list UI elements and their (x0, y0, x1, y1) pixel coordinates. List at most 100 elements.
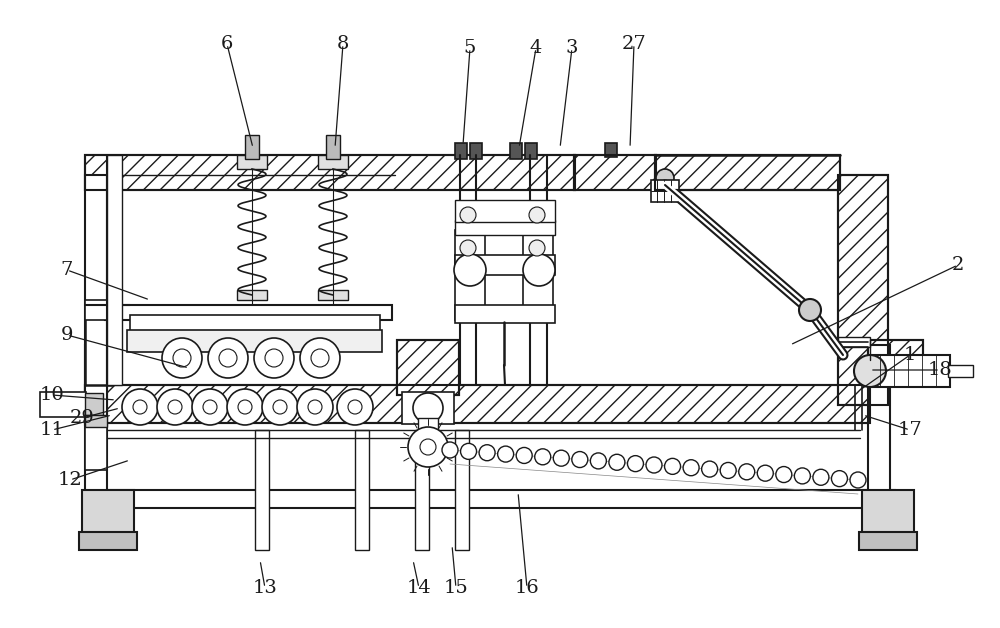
Circle shape (348, 400, 362, 414)
Bar (455, 255, 555, 275)
Text: 3: 3 (566, 39, 578, 57)
Circle shape (799, 299, 821, 321)
Bar (107, 155, 122, 385)
Bar (85, 300, 115, 320)
Circle shape (420, 439, 436, 455)
Bar (415, 430, 429, 550)
Circle shape (739, 464, 755, 480)
Bar (574, 155, 656, 190)
Circle shape (627, 456, 643, 472)
Circle shape (479, 445, 495, 461)
Circle shape (238, 400, 252, 414)
Circle shape (590, 453, 606, 469)
Bar (85, 385, 870, 423)
Bar (318, 155, 348, 169)
Bar (82, 490, 134, 540)
Circle shape (460, 207, 476, 223)
Circle shape (162, 338, 202, 378)
Text: 1: 1 (904, 346, 916, 364)
Circle shape (794, 468, 810, 484)
Text: 17: 17 (898, 421, 922, 439)
Bar (318, 290, 348, 300)
Circle shape (529, 207, 545, 223)
Text: 9: 9 (61, 326, 73, 344)
Circle shape (702, 461, 718, 477)
Bar (127, 330, 382, 352)
Text: 12: 12 (58, 471, 82, 489)
Bar (237, 155, 267, 169)
Bar (455, 143, 467, 159)
Bar (255, 430, 269, 550)
Bar (245, 135, 259, 159)
Circle shape (308, 400, 322, 414)
Bar (85, 490, 895, 508)
Circle shape (683, 460, 699, 476)
Bar (510, 143, 522, 159)
Circle shape (454, 254, 486, 286)
Circle shape (850, 472, 866, 488)
Bar (838, 175, 888, 405)
Bar (85, 155, 575, 190)
Circle shape (300, 338, 340, 378)
Bar (862, 490, 914, 540)
Bar (605, 143, 617, 157)
Text: 5: 5 (464, 39, 476, 57)
Text: 2: 2 (952, 256, 964, 274)
Bar (838, 337, 870, 347)
Circle shape (297, 389, 333, 425)
Bar (870, 355, 950, 387)
Text: 6: 6 (221, 35, 233, 53)
Circle shape (831, 470, 847, 487)
Circle shape (535, 449, 551, 465)
Circle shape (498, 446, 514, 462)
Circle shape (311, 349, 329, 367)
Polygon shape (105, 305, 392, 320)
Circle shape (442, 442, 458, 458)
Circle shape (168, 400, 182, 414)
Bar (85, 385, 870, 423)
Bar (397, 340, 459, 395)
Circle shape (854, 355, 886, 387)
Text: 13: 13 (253, 579, 277, 597)
Bar (655, 155, 840, 190)
Bar (85, 393, 103, 415)
Circle shape (227, 389, 263, 425)
Bar (40, 392, 86, 417)
Text: 16: 16 (515, 579, 539, 597)
Bar (85, 345, 107, 510)
Bar (326, 135, 340, 159)
Circle shape (656, 169, 674, 187)
Circle shape (173, 349, 191, 367)
Circle shape (776, 467, 792, 482)
Circle shape (208, 338, 248, 378)
Bar (574, 155, 656, 190)
Bar (237, 290, 267, 300)
Circle shape (133, 400, 147, 414)
Circle shape (408, 427, 448, 467)
Text: 4: 4 (530, 39, 542, 57)
Text: 18: 18 (928, 361, 952, 379)
Text: 29: 29 (70, 409, 94, 427)
Bar (355, 430, 369, 550)
Bar (85, 175, 107, 425)
Circle shape (529, 240, 545, 256)
Bar (455, 430, 469, 550)
Bar (402, 392, 454, 424)
Circle shape (461, 443, 477, 459)
Circle shape (122, 389, 158, 425)
Text: 10: 10 (40, 386, 64, 404)
Bar (85, 420, 107, 470)
Circle shape (757, 465, 773, 481)
Bar (85, 415, 107, 427)
Bar (85, 155, 575, 190)
Text: 7: 7 (61, 261, 73, 279)
Text: 11: 11 (40, 421, 64, 439)
Bar (130, 315, 380, 333)
Bar (79, 532, 137, 550)
Bar (418, 418, 438, 446)
Circle shape (609, 454, 625, 470)
Text: 14: 14 (407, 579, 431, 597)
Bar (455, 305, 555, 323)
Circle shape (460, 240, 476, 256)
Circle shape (720, 462, 736, 479)
